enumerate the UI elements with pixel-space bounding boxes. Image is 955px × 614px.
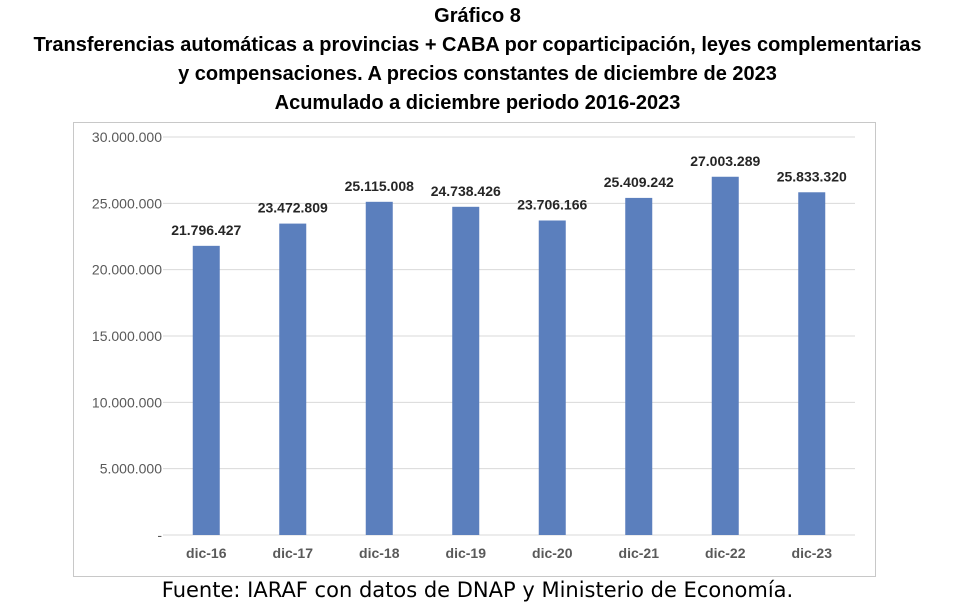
x-tick-label: dic-16 xyxy=(186,545,227,561)
y-tick-label: 15.000.000 xyxy=(92,328,162,344)
bar xyxy=(711,176,739,536)
data-label: 21.796.427 xyxy=(171,222,241,238)
x-tick-label: dic-21 xyxy=(619,545,660,561)
bar xyxy=(798,192,826,535)
data-label: 27.003.289 xyxy=(690,153,760,169)
data-label: 25.833.320 xyxy=(777,168,847,184)
x-tick-label: dic-17 xyxy=(273,545,314,561)
data-label: 25.115.008 xyxy=(345,178,415,194)
x-tick-label: dic-19 xyxy=(446,545,487,561)
y-tick-label: - xyxy=(157,527,162,543)
y-tick-label: 25.000.000 xyxy=(92,195,162,211)
bar xyxy=(192,245,220,535)
data-label: 24.738.426 xyxy=(431,183,501,199)
chart-titles: Gráfico 8 Transferencias automáticas a p… xyxy=(0,2,955,118)
y-tick-label: 20.000.000 xyxy=(92,262,162,278)
x-tick-label: dic-22 xyxy=(705,545,746,561)
bar xyxy=(279,223,307,536)
data-label: 25.409.242 xyxy=(604,174,674,190)
figure-label: Gráfico 8 xyxy=(434,5,521,27)
source-note: Fuente: IARAF con datos de DNAP y Minist… xyxy=(161,578,794,602)
data-label: 23.472.809 xyxy=(258,200,328,216)
bar xyxy=(625,197,653,535)
x-tick-label: dic-18 xyxy=(359,545,400,561)
bar xyxy=(538,220,566,535)
chart-title-line-2: y compensaciones. A precios constantes d… xyxy=(178,63,777,85)
chart-title-line-1: Transferencias automáticas a provincias … xyxy=(33,34,922,56)
y-tick-label: 10.000.000 xyxy=(92,394,162,410)
bar xyxy=(365,201,393,535)
x-tick-label: dic-20 xyxy=(532,545,573,561)
x-tick-label: dic-23 xyxy=(792,545,833,561)
data-label: 23.706.166 xyxy=(517,196,587,212)
y-tick-label: 30.000.000 xyxy=(92,129,162,145)
chart-title-line-3: Acumulado a diciembre periodo 2016-2023 xyxy=(274,92,681,114)
y-tick-label: 5.000.000 xyxy=(100,461,162,477)
bar xyxy=(452,206,480,536)
